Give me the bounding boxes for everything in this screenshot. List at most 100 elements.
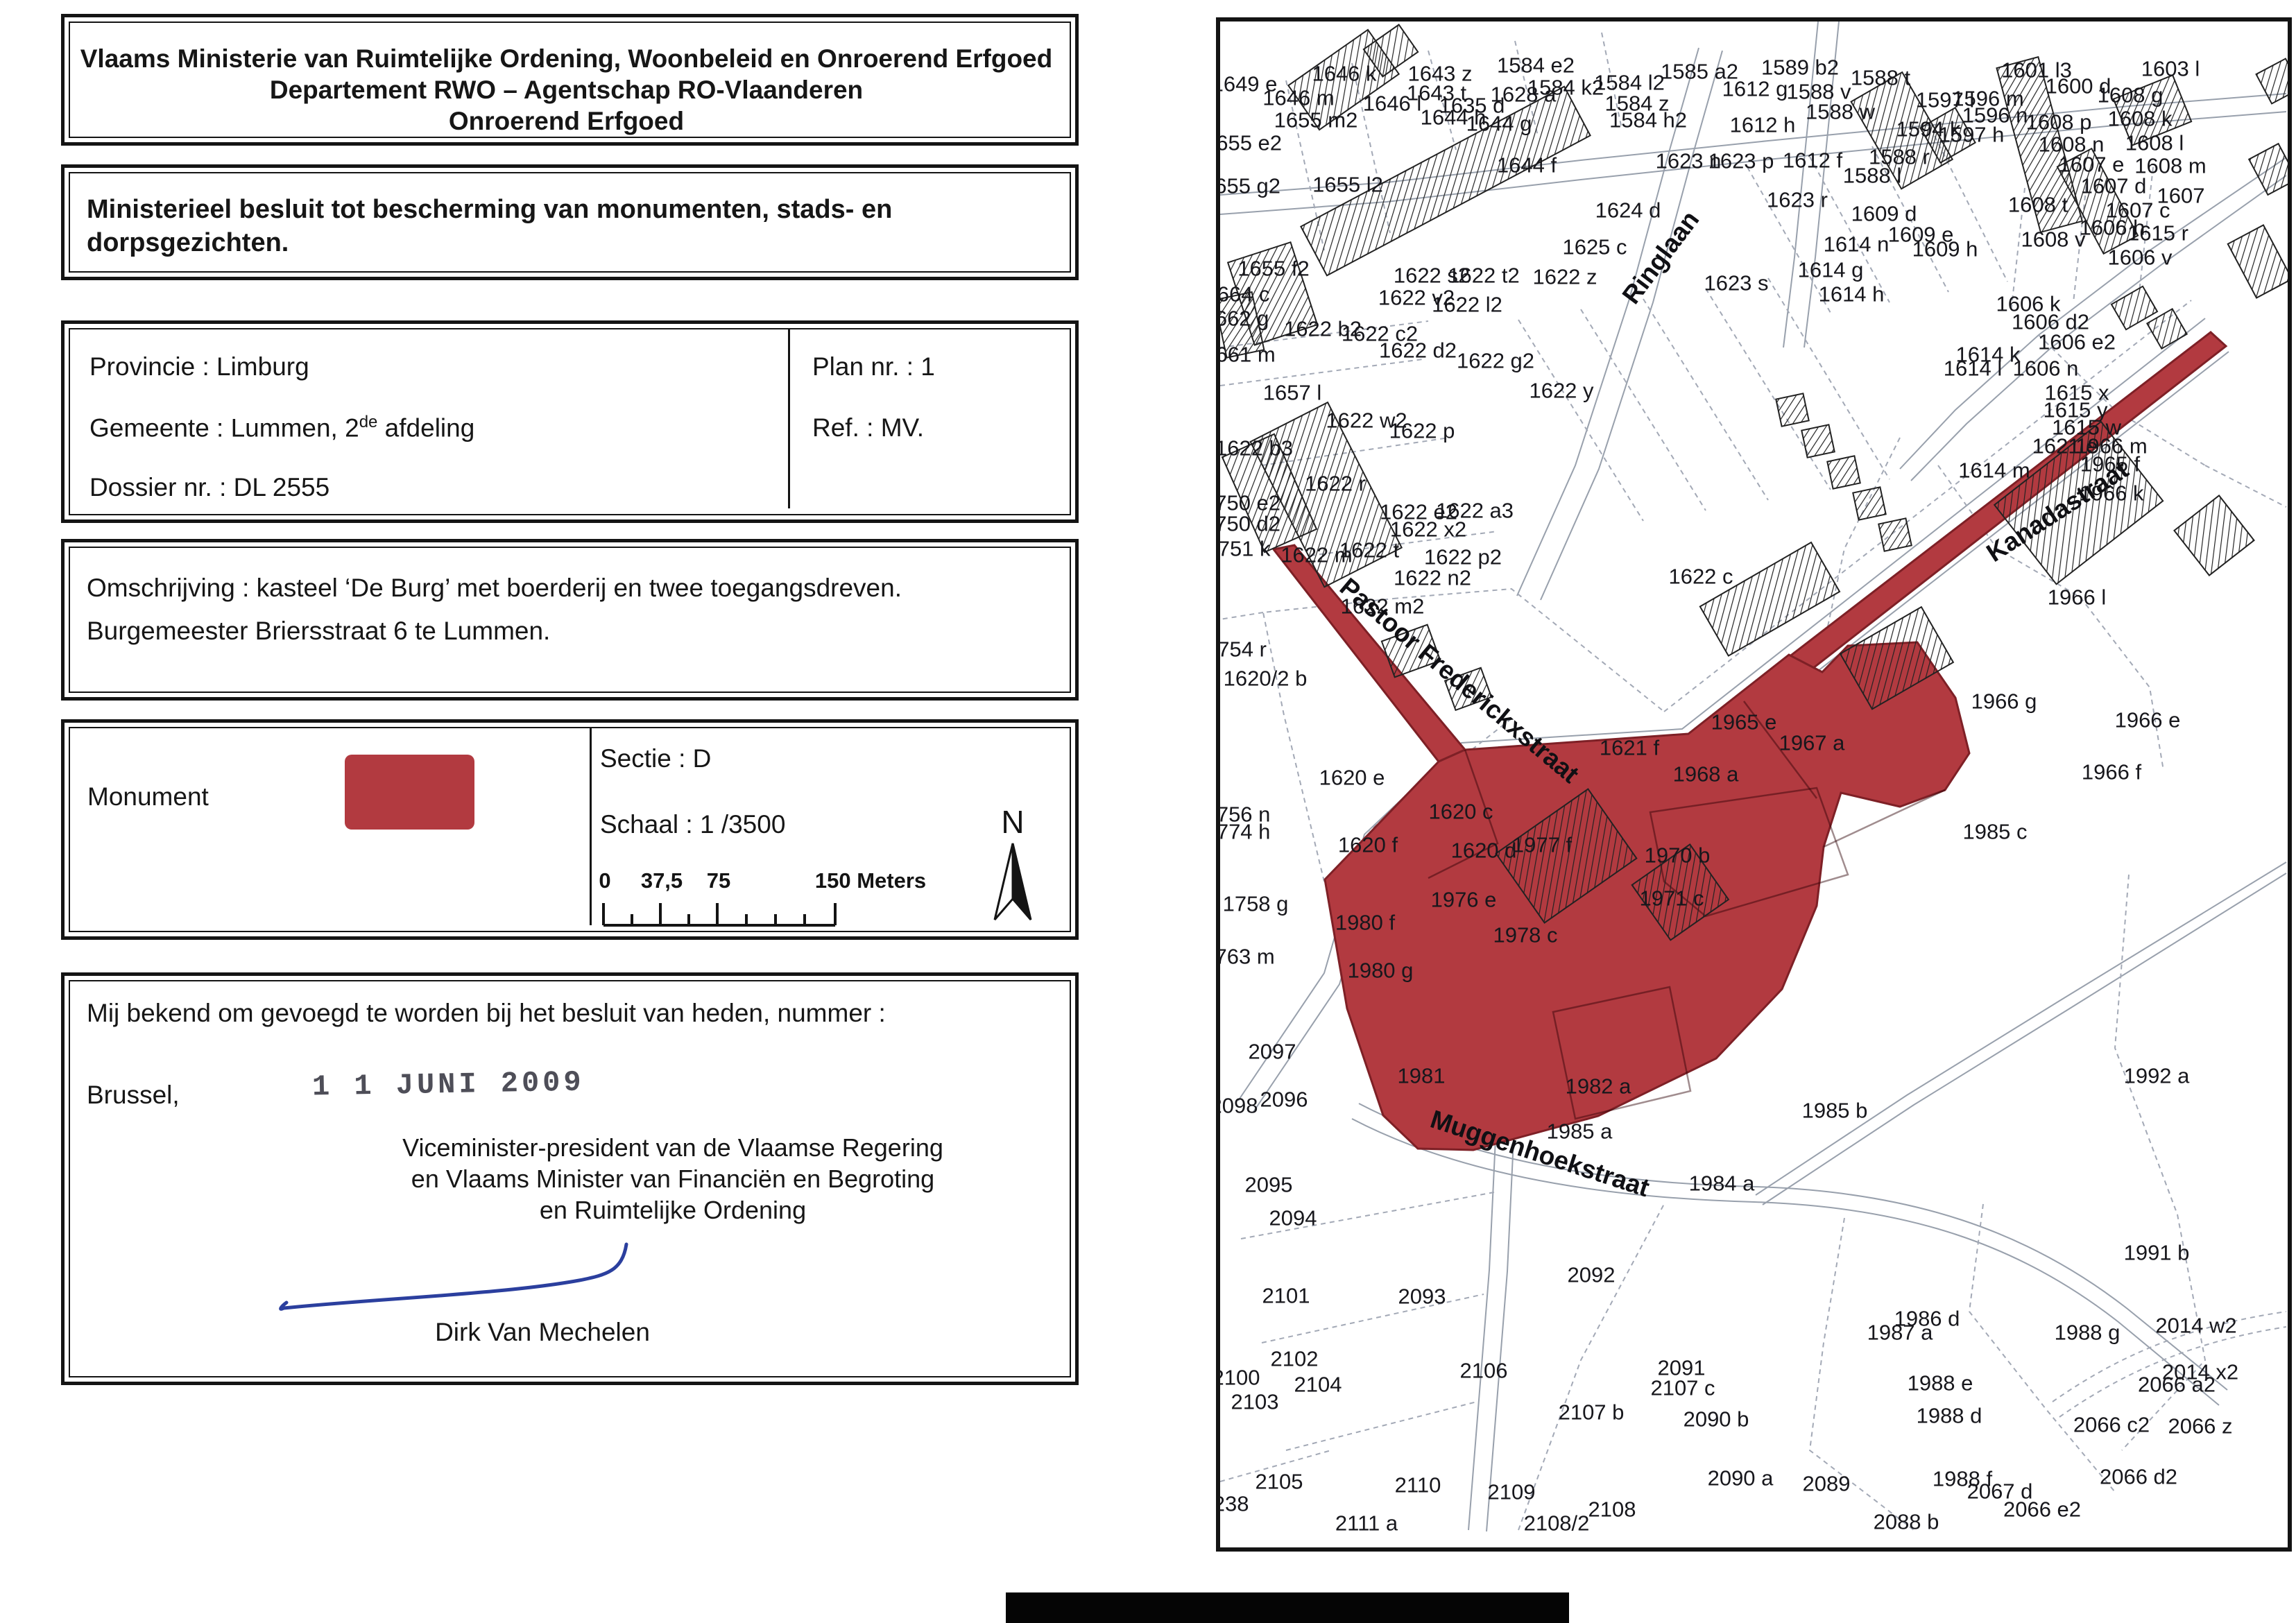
parcel-label: 1608 g: [2097, 83, 2164, 108]
minister-title-block: Viceminister-president van de Vlaamse Re…: [392, 1132, 954, 1226]
ministry-line-1: Vlaams Ministerie van Ruimtelijke Ordeni…: [80, 44, 1053, 73]
parcel-label: 1622 t2: [1448, 263, 1520, 288]
minister-title-line-3: en Ruimtelijke Ordening: [539, 1196, 807, 1224]
north-arrow-icon: [993, 843, 1032, 920]
decree-title-line-1: Ministerieel besluit tot bescherming van…: [87, 195, 893, 224]
parcel-label: 2090 b: [1683, 1407, 1749, 1432]
parcel-label: 2066 z: [2168, 1414, 2233, 1439]
parcel-label: 1988 e: [1907, 1371, 1973, 1396]
parcel-label: 1623 r: [1767, 187, 1828, 212]
parcel-label: 1644 f: [1496, 153, 1557, 178]
parcel-label: 1763 m: [1216, 944, 1275, 969]
parcel-label: 1622 z: [1532, 264, 1597, 289]
closing-box: Mij bekend om gevoegd te worden bij het …: [61, 972, 1079, 1385]
parcel-label: 2098: [1220, 1093, 1258, 1118]
parcel-label: 1238: [1220, 1491, 1249, 1516]
parcel-label: 1646 k: [1312, 61, 1377, 86]
parcel-label: 1981: [1397, 1063, 1446, 1088]
parcel-label: 1655 f2: [1237, 256, 1310, 281]
gemeente-field: Gemeente : Lummen, 2de afdeling: [89, 413, 475, 443]
parcel-label: 1612 g: [1722, 76, 1788, 101]
parcel-label: 1615 y: [2043, 397, 2108, 422]
parcel-label: 2067 d: [1967, 1479, 2033, 1504]
parcel-label: 1968 a: [1672, 762, 1739, 787]
parcel-label: 2095: [1244, 1172, 1293, 1197]
parcel-label: 1606 k: [1996, 291, 2061, 316]
parcel-label: 1609 e: [1887, 222, 1954, 247]
parcel-label: 1622 g2: [1456, 348, 1535, 373]
legend-box: [61, 719, 1079, 940]
parcel-label: 1606 n: [2012, 356, 2079, 381]
parcel-label: 1620 c: [1428, 799, 1493, 824]
parcel-label: 1992 a: [2123, 1063, 2190, 1088]
parcel-label: 2088 b: [1873, 1509, 1939, 1534]
legend-divider: [590, 728, 592, 925]
ref-field: Ref. : MV.: [812, 413, 925, 442]
parcel-label: 2066 a2: [2137, 1372, 2216, 1397]
parcel-label: 1622 w2: [1326, 408, 1407, 433]
parcel-label: 1657 l: [1262, 380, 1322, 405]
parcel-label: 1750 e2: [1220, 490, 1281, 515]
parcel-label: 1646 l: [1362, 91, 1422, 116]
parcel-label: 1966 k: [2079, 481, 2144, 506]
parcel-label: 1987 a: [1867, 1320, 1933, 1345]
parcel-label: 1971 c: [1639, 886, 1704, 911]
parcel-label: 2106: [1459, 1358, 1508, 1383]
parcel-label: 1584 e2: [1496, 53, 1575, 78]
hatched-buildings: [1220, 24, 2288, 941]
parcel-label: 1662 g: [1216, 306, 1269, 331]
parcel-label: 2094: [1269, 1205, 1317, 1230]
scalebar-tick-75: 75: [706, 868, 731, 893]
parcel-label: 2066 d2: [2099, 1464, 2178, 1489]
parcel-label: 1614 m: [1958, 458, 2030, 483]
parcel-label: 1624 d: [1595, 198, 1661, 223]
parcel-label: 2109: [1487, 1479, 1536, 1504]
parcel-label: 1614 l: [1943, 356, 2003, 381]
parcel-label: 1620 d: [1450, 838, 1517, 863]
parcel-label: 2102: [1270, 1346, 1319, 1371]
parcel-label: 1614 g: [1797, 257, 1864, 282]
parcel-label: 1622 n2: [1393, 565, 1472, 590]
parcel-label: 1608 l: [2125, 130, 2184, 155]
parcel-label: 1588 w: [1806, 99, 1875, 124]
scalebar-icon: [602, 903, 837, 927]
info-box: Provincie : Limburg Gemeente : Lummen, 2…: [61, 320, 1079, 523]
parcel-label: 1615 x: [2044, 380, 2109, 405]
date-stamp: 1 1 JUNI 2009: [311, 1065, 585, 1104]
parcel-label: 1623 s: [1704, 270, 1769, 295]
parcel-label: 1622 m: [1280, 542, 1353, 567]
parcel-label: 1607 e: [2058, 152, 2125, 177]
monument-legend-label: Monument: [87, 782, 209, 811]
parcel-label: 1615 w: [2052, 415, 2121, 440]
parcel-label: 1621 e: [2032, 433, 2098, 458]
parcel-label: 1608 n: [2038, 132, 2105, 157]
parcel-label: 2090 a: [1707, 1466, 1774, 1491]
parcel-label: 1607 d: [2080, 173, 2147, 198]
scalebar-tick-150: 150 Meters: [814, 868, 927, 893]
signer-name: Dirk Van Mechelen: [435, 1318, 650, 1346]
parcel-label: 1600 d: [2045, 74, 2111, 98]
parcel-label: 1655 e2: [1216, 130, 1283, 155]
parcel-label: 1622 v2: [1378, 285, 1455, 310]
parcel-label: 1584 k2: [1527, 75, 1604, 100]
parcel-label: 1976 e: [1430, 887, 1497, 912]
parcel-label: 1966 g: [1971, 689, 2037, 714]
parcel-label: 2097: [1248, 1039, 1296, 1064]
parcel-label: 2092: [1567, 1262, 1616, 1287]
description-line-2: Burgemeester Briersstraat 6 te Lummen.: [87, 617, 551, 645]
north-label: N: [1001, 804, 1025, 840]
parcel-label: 1756 n: [1216, 802, 1271, 827]
parcel-label: 1597 l: [1915, 87, 1975, 112]
parcel-label: 1965 e: [1711, 710, 1777, 735]
parcel-label: 1988 d: [1916, 1403, 1982, 1428]
parcel-label: 1970 b: [1644, 843, 1711, 868]
parcel-label: 1622 b3: [1216, 436, 1294, 461]
parcel-label: 2093: [1398, 1284, 1446, 1309]
ministry-line-2: Departement RWO – Agentschap RO-Vlaander…: [269, 76, 864, 104]
parcel-label: 2107 c: [1650, 1375, 1715, 1400]
parcel-label: 1603 l: [2141, 56, 2200, 81]
signature-stroke: [279, 1242, 628, 1311]
parcel-label: 1967 a: [1779, 730, 1845, 755]
decree-title-box: Ministerieel besluit tot bescherming van…: [61, 164, 1079, 280]
parcel-label: 1596 m: [1952, 86, 2024, 111]
